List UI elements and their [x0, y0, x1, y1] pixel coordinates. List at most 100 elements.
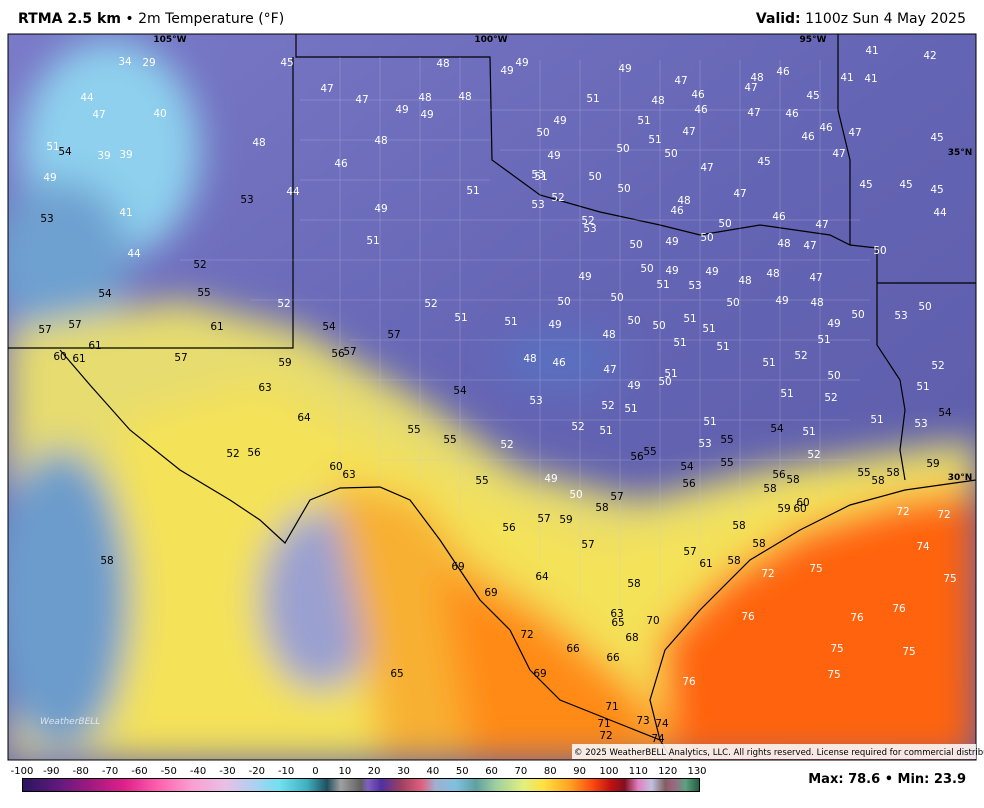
temperature-label: 50: [629, 239, 642, 251]
grid-label: 105°W: [153, 35, 186, 45]
min-value: 23.9: [933, 772, 966, 787]
temperature-label: 51: [916, 381, 929, 393]
temperature-label: 52: [551, 192, 564, 204]
temperature-label: 48: [738, 275, 751, 287]
temperature-label: 53: [914, 418, 927, 430]
temperature-label: 56: [247, 447, 261, 459]
temperature-label: 50: [569, 489, 582, 501]
temperature-label: 58: [100, 555, 113, 567]
temperature-label: 59: [777, 503, 790, 515]
temperature-label: 58: [595, 502, 608, 514]
colorbar-tick-label: 70: [515, 766, 528, 777]
temperature-label: 48: [374, 135, 387, 147]
temperature-label: 49: [775, 295, 788, 307]
temperature-label: 49: [548, 319, 561, 331]
temperature-label: 49: [705, 266, 718, 278]
valid-value: 1100z Sun 4 May 2025: [805, 11, 966, 27]
temperature-label: 41: [864, 73, 877, 85]
temperature-label: 74: [655, 718, 669, 730]
title: RTMA 2.5 km • 2m Temperature (°F): [18, 11, 284, 27]
temperature-label: 48: [750, 72, 763, 84]
temperature-label: 72: [937, 509, 950, 521]
temperature-label: 56: [331, 348, 345, 360]
copyright: © 2025 WeatherBELL Analytics, LLC. All r…: [574, 748, 984, 758]
temperature-label: 51: [466, 185, 479, 197]
max-value: 78.6: [848, 772, 881, 787]
temperature-label: 49: [420, 109, 433, 121]
temperature-label: 49: [374, 203, 387, 215]
temperature-label: 50: [610, 292, 623, 304]
temperature-label: 74: [916, 541, 930, 553]
temperature-label: 56: [502, 522, 516, 534]
temperature-label: 50: [718, 218, 731, 230]
borders: [8, 34, 976, 760]
temperature-label: 54: [322, 321, 336, 333]
temperature-label: 53: [531, 169, 544, 181]
min-label: Min:: [897, 772, 930, 787]
temperature-label: 75: [830, 643, 843, 655]
temperature-label: 57: [38, 324, 51, 336]
temperature-label: 46: [801, 131, 815, 143]
temperature-label: 72: [599, 730, 612, 742]
colorbar-tick-label: 60: [485, 766, 498, 777]
grid-label: 35°N: [948, 148, 973, 158]
temperature-label: 47: [744, 82, 757, 94]
temperature-label: 39: [119, 149, 132, 161]
temperature-label: 51: [599, 425, 612, 437]
temperature-label: 44: [286, 186, 300, 198]
grid-label: 100°W: [474, 35, 507, 45]
temperature-label: 47: [733, 188, 746, 200]
temperature-label: 49: [43, 172, 56, 184]
temperature-label: 55: [857, 467, 870, 479]
temperature-label: 52: [794, 350, 807, 362]
temperature-label: 58: [752, 538, 765, 550]
temperature-label: 54: [680, 461, 694, 473]
logo: WeatherBELL: [40, 717, 100, 727]
temperature-label: 76: [892, 603, 906, 615]
temperature-label: 51: [702, 323, 715, 335]
temperature-label: 54: [58, 146, 72, 158]
temperature-label: 40: [153, 108, 166, 120]
temperature-label: 48: [252, 137, 265, 149]
temperature-label: 52: [807, 449, 820, 461]
temperature-label: 57: [387, 329, 400, 341]
colorbar-tick-label: -50: [161, 766, 177, 777]
temperature-label: 51: [703, 416, 716, 428]
temperature-label: 41: [840, 72, 853, 84]
valid-time: Valid: 1100z Sun 4 May 2025: [756, 11, 966, 27]
temperature-label: 59: [559, 514, 572, 526]
temperature-label: 50: [617, 183, 630, 195]
temperature-label: 66: [566, 643, 580, 655]
temperature-label: 49: [515, 57, 528, 69]
temperature-label: 66: [606, 652, 620, 664]
temperature-label: 50: [557, 296, 570, 308]
colorbar-tick-label: 100: [599, 766, 618, 777]
temperature-label: 47: [355, 94, 368, 106]
colorbar-tick-label: 50: [456, 766, 469, 777]
temperature-label: 45: [930, 132, 943, 144]
temperature-label: 55: [643, 446, 656, 458]
temperature-label: 58: [727, 555, 740, 567]
temperature-label: 57: [610, 491, 623, 503]
temperature-label: 57: [537, 513, 550, 525]
temperature-label: 60: [796, 497, 809, 509]
temperature-label: 54: [98, 288, 112, 300]
temperature-label: 51: [534, 171, 547, 183]
temperature-label: 50: [726, 297, 739, 309]
temperature-label: 51: [870, 414, 883, 426]
temperature-label: 69: [451, 561, 464, 573]
colorbar-tick-label: 80: [544, 766, 557, 777]
temperature-label: 46: [776, 66, 790, 78]
temperature-label: 49: [827, 318, 840, 330]
temperature-label: 75: [943, 573, 956, 585]
temperature-label: 51: [802, 426, 815, 438]
colorbar: [22, 778, 700, 792]
temperature-label: 63: [342, 469, 355, 481]
colorbar-tick-label: -80: [73, 766, 89, 777]
temperature-label: 46: [772, 211, 786, 223]
temperature-label: 76: [850, 612, 864, 624]
temperature-label: 46: [694, 104, 708, 116]
temperature-label: 48: [523, 353, 536, 365]
